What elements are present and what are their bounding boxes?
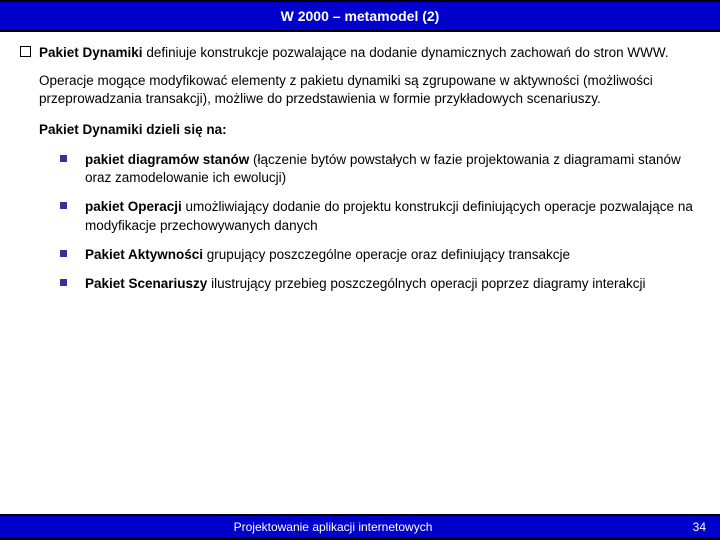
list-item-bold: pakiet diagramów stanów [85,152,249,167]
list-item-text: pakiet Operacji umożliwiający dodanie do… [85,198,700,234]
slide-content: Pakiet Dynamiki definiuje konstrukcje po… [0,32,720,514]
square-bullet-icon [60,279,67,286]
list-item: Pakiet Aktywności grupujący poszczególne… [60,246,700,264]
sub-list: pakiet diagramów stanów (łączenie bytów … [60,151,700,293]
lead-rest: definiuje konstrukcje pozwalające na dod… [143,45,669,60]
slide-header: W 2000 – metamodel (2) [0,0,720,32]
square-bullet-icon [60,155,67,162]
list-item-bold: Pakiet Scenariuszy [85,276,207,291]
slide-footer: Projektowanie aplikacji internetowych 34 [0,514,720,540]
list-item-text: pakiet diagramów stanów (łączenie bytów … [85,151,700,187]
list-item: pakiet diagramów stanów (łączenie bytów … [60,151,700,187]
square-bullet-icon [60,202,67,209]
paragraph-2: Operacje mogące modyfikować elementy z p… [39,72,700,108]
lead-item: Pakiet Dynamiki definiuje konstrukcje po… [20,44,700,62]
list-item-text: Pakiet Scenariuszy ilustrujący przebieg … [85,275,700,293]
list-item: Pakiet Scenariuszy ilustrujący przebieg … [60,275,700,293]
list-item: pakiet Operacji umożliwiający dodanie do… [60,198,700,234]
sub-heading: Pakiet Dynamiki dzieli się na: [39,121,700,139]
page-number: 34 [666,520,706,534]
list-item-text: Pakiet Aktywności grupujący poszczególne… [85,246,700,264]
slide-title: W 2000 – metamodel (2) [281,8,440,24]
list-item-bold: Pakiet Aktywności [85,247,203,262]
list-item-rest: grupujący poszczególne operacje oraz def… [203,247,570,262]
lead-text: Pakiet Dynamiki definiuje konstrukcje po… [39,44,700,62]
square-bullet-icon [60,250,67,257]
footer-text: Projektowanie aplikacji internetowych [0,520,666,534]
checkbox-bullet-icon [20,46,31,57]
list-item-rest: ilustrujący przebieg poszczególnych oper… [207,276,645,291]
lead-bold: Pakiet Dynamiki [39,45,143,60]
list-item-bold: pakiet Operacji [85,199,182,214]
